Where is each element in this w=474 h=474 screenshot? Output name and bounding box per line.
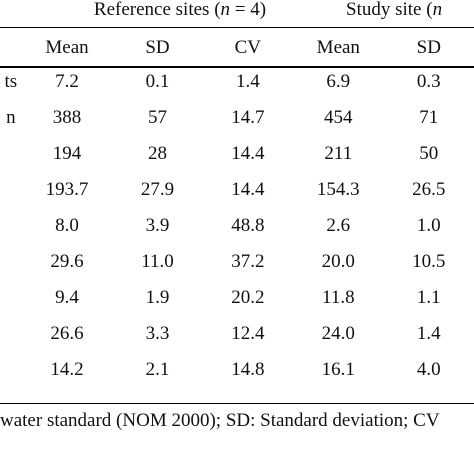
ref-sd-cell: 28 (148, 143, 167, 164)
table-row: 26.6 3.3 12.4 24.0 1.4 (0, 316, 474, 352)
study-sd-cell: 1.4 (416, 323, 441, 344)
ref-cv-cell: 14.7 (231, 107, 265, 128)
study-mean-cell: 154.3 (316, 179, 360, 200)
header-group-rule (0, 27, 474, 28)
statistics-table: Mean SD CV Mean SD ts 7.2 0.1 1.4 6.9 0.… (0, 32, 474, 388)
ref-cv-header: CV (234, 37, 262, 58)
study-sd-cell: 71 (419, 107, 439, 128)
ref-cv-cell: 37.2 (231, 251, 265, 272)
table-footnote: water standard (NOM 2000); SD: Standard … (0, 410, 440, 431)
table-row: 193.7 27.9 14.4 154.3 26.5 (0, 172, 474, 208)
row-label (0, 352, 22, 388)
ref-sd-cell: 27.9 (140, 179, 175, 200)
ref-mean-cell: 8.0 (55, 215, 79, 236)
row-label: n (6, 107, 16, 128)
study-sd-cell: 1.1 (416, 287, 441, 308)
table-row: ts 7.2 0.1 1.4 6.9 0.3 (0, 64, 474, 100)
study-mean-cell: 11.8 (322, 287, 355, 308)
ref-sd-header: SD (145, 37, 170, 58)
ref-mean-cell: 193.7 (45, 179, 89, 200)
reference-sites-text: Reference sites ( (93, 0, 221, 20)
table-bottom-rule (0, 403, 474, 404)
ref-mean-cell: 9.4 (55, 287, 79, 308)
study-sd-cell: 26.5 (412, 179, 446, 200)
ref-mean-cell: 29.6 (50, 251, 84, 272)
ref-mean-header: Mean (45, 37, 89, 58)
ref-cv-cell: 1.4 (235, 71, 260, 92)
study-sd-cell: 1.0 (416, 215, 441, 236)
ref-sd-cell: 1.9 (145, 287, 170, 308)
ref-cv-cell: 48.8 (231, 215, 265, 236)
row-label (0, 244, 22, 280)
row-label (0, 280, 22, 316)
ref-sd-cell: 2.1 (145, 359, 170, 380)
row-label: ts (4, 71, 18, 92)
row-label (0, 136, 22, 172)
row-label (0, 208, 22, 244)
ref-cv-cell: 14.4 (231, 143, 265, 164)
row-label (0, 172, 22, 208)
ref-sd-cell: 0.1 (145, 71, 170, 92)
ref-sd-cell: 3.9 (145, 215, 170, 236)
table-row: 9.4 1.9 20.2 11.8 1.1 (0, 280, 474, 316)
table-row: 8.0 3.9 48.8 2.6 1.0 (0, 208, 474, 244)
ref-mean-cell: 194 (52, 143, 82, 164)
study-mean-header: Mean (316, 37, 360, 58)
ref-cv-cell: 12.4 (231, 323, 265, 344)
study-site-text: Study site ( (346, 0, 433, 20)
reference-sites-count: = 4) (230, 0, 267, 20)
study-mean-cell: 20.0 (321, 251, 355, 272)
study-mean-cell: 24.0 (321, 323, 355, 344)
study-site-n: n (432, 0, 443, 20)
study-mean-cell: 211 (324, 143, 353, 164)
study-site-header: Study site (n (340, 0, 474, 24)
ref-mean-cell: 388 (52, 107, 82, 128)
study-sd-cell: 0.3 (416, 71, 441, 92)
ref-sd-cell: 3.3 (145, 323, 170, 344)
ref-cv-cell: 14.4 (231, 179, 265, 200)
table-row: n 388 57 14.7 454 71 (0, 100, 474, 136)
reference-sites-header: Reference sites (n = 4) (40, 0, 320, 24)
column-header-row: Mean SD CV Mean SD (0, 32, 474, 64)
ref-sd-cell: 11.0 (141, 251, 174, 272)
study-mean-cell: 6.9 (326, 71, 351, 92)
study-sd-cell: 4.0 (416, 359, 441, 380)
ref-cv-cell: 14.8 (231, 359, 265, 380)
study-mean-cell: 16.1 (321, 359, 355, 380)
study-sd-header: SD (416, 37, 441, 58)
reference-sites-n: n (220, 0, 231, 20)
header-bottom-rule (0, 66, 474, 68)
label-header (0, 32, 22, 64)
ref-sd-cell: 57 (148, 107, 167, 128)
study-mean-cell: 2.6 (326, 215, 351, 236)
table-row: 194 28 14.4 211 50 (0, 136, 474, 172)
ref-mean-cell: 7.2 (55, 71, 79, 92)
ref-mean-cell: 14.2 (50, 359, 84, 380)
study-sd-cell: 10.5 (412, 251, 446, 272)
study-mean-cell: 454 (324, 107, 353, 128)
ref-mean-cell: 26.6 (50, 323, 84, 344)
table-row: 14.2 2.1 14.8 16.1 4.0 (0, 352, 474, 388)
table-row: 29.6 11.0 37.2 20.0 10.5 (0, 244, 474, 280)
study-sd-cell: 50 (419, 143, 439, 164)
ref-cv-cell: 20.2 (231, 287, 265, 308)
row-label (0, 316, 22, 352)
